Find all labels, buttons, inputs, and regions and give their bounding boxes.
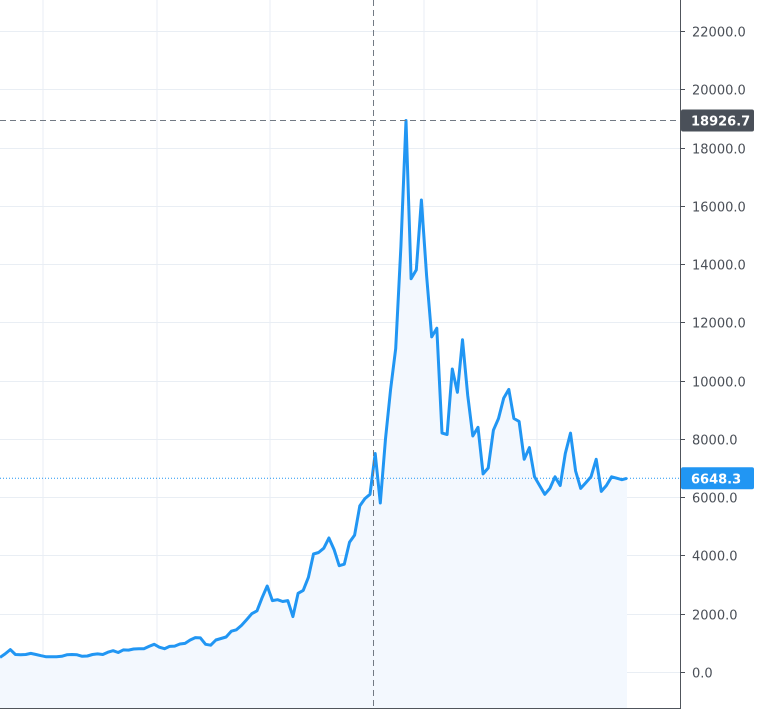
y-tick-label: 8000.0 bbox=[692, 434, 738, 449]
price-line bbox=[0, 119, 628, 659]
y-tick-label: 10000.0 bbox=[692, 376, 746, 391]
y-tick-label: 4000.0 bbox=[692, 550, 738, 565]
last-price-label: 6648.3 bbox=[691, 472, 741, 487]
y-tick-label: 2000.0 bbox=[692, 609, 738, 624]
last-price-badge: 6648.3 bbox=[681, 467, 754, 490]
y-tick-label: 20000.0 bbox=[692, 84, 746, 99]
y-tick-label: 22000.0 bbox=[692, 26, 746, 41]
crosshair-price-badge: 18926.7 bbox=[681, 109, 754, 132]
y-tick-label: 18000.0 bbox=[692, 143, 746, 158]
y-tick-label: 16000.0 bbox=[692, 201, 746, 216]
y-tick-label: 6000.0 bbox=[692, 492, 738, 507]
price-axis[interactable]: 0.0 2000.0 4000.0 6000.0 8000.0 10000.0 12000.… bbox=[680, 26, 746, 682]
y-tick-label: 12000.0 bbox=[692, 317, 746, 332]
price-area-fill bbox=[0, 120, 627, 709]
y-tick-label: 0.0 bbox=[692, 667, 713, 682]
crosshair-price-label: 18926.7 bbox=[691, 115, 750, 130]
y-tick-label: 14000.0 bbox=[692, 259, 746, 274]
